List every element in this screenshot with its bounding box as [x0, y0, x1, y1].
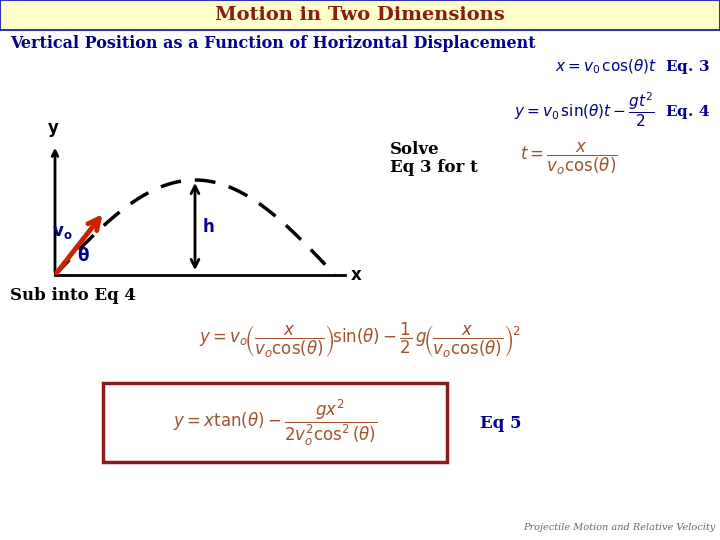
Text: y: y	[48, 119, 58, 137]
Text: h: h	[203, 219, 215, 237]
Text: Solve: Solve	[390, 141, 440, 159]
Text: $\mathbf{\theta}$: $\mathbf{\theta}$	[77, 247, 90, 265]
Text: Eq 5: Eq 5	[480, 415, 521, 431]
FancyBboxPatch shape	[103, 383, 447, 462]
Text: $x = v_0\,\cos(\theta)t$  Eq. 3: $x = v_0\,\cos(\theta)t$ Eq. 3	[555, 57, 710, 76]
Text: $y = v_0\,\sin(\theta)t - \dfrac{gt^2}{2}$  Eq. 4: $y = v_0\,\sin(\theta)t - \dfrac{gt^2}{2…	[514, 91, 710, 129]
Text: $y = x\tan(\theta) - \dfrac{gx^2}{2v_o^2\cos^2(\theta)}$: $y = x\tan(\theta) - \dfrac{gx^2}{2v_o^2…	[173, 398, 377, 448]
Text: Motion in Two Dimensions: Motion in Two Dimensions	[215, 6, 505, 24]
Text: Projectile Motion and Relative Velocity: Projectile Motion and Relative Velocity	[523, 523, 715, 532]
Text: Eq 3 for t: Eq 3 for t	[390, 159, 478, 177]
Text: x: x	[351, 266, 361, 284]
Text: $t = \dfrac{x}{v_o\cos(\theta)}$: $t = \dfrac{x}{v_o\cos(\theta)}$	[520, 141, 618, 177]
Text: $y = v_o\!\left(\dfrac{x}{v_o\cos(\theta)}\right)\!\sin(\theta) - \dfrac{1}{2}\,: $y = v_o\!\left(\dfrac{x}{v_o\cos(\theta…	[199, 320, 521, 360]
FancyBboxPatch shape	[0, 0, 720, 30]
Text: Vertical Position as a Function of Horizontal Displacement: Vertical Position as a Function of Horiz…	[10, 35, 536, 51]
Text: $\mathbf{v_o}$: $\mathbf{v_o}$	[52, 224, 72, 241]
Text: Sub into Eq 4: Sub into Eq 4	[10, 287, 136, 303]
